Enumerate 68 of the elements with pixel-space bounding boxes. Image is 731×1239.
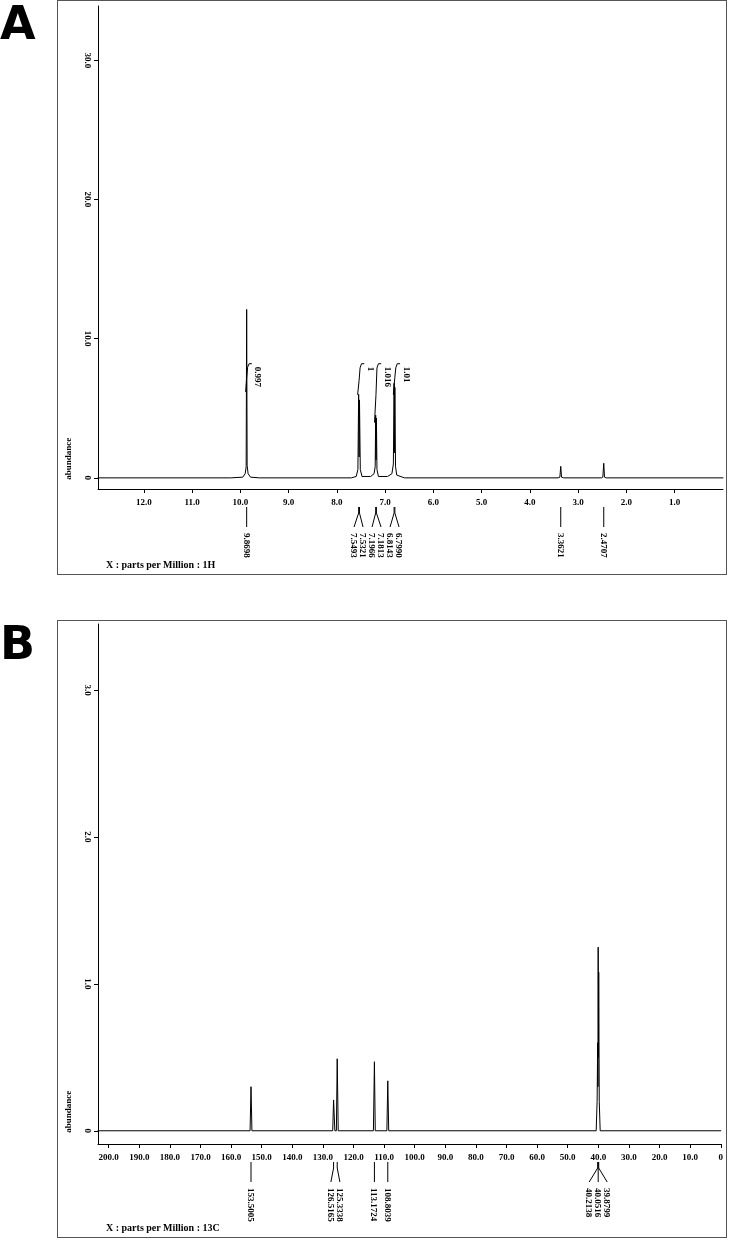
y-tick-label: 30.0 bbox=[82, 52, 93, 69]
x-axis-title: X : parts per Million : 13C bbox=[106, 1222, 220, 1233]
x-tick-label: 170.0 bbox=[190, 1151, 212, 1162]
x-tick-label: 5.0 bbox=[476, 496, 488, 507]
y-tick-label: 3.0 bbox=[82, 684, 93, 697]
x-tick-label: 2.0 bbox=[620, 496, 633, 507]
x-tick-label: 40.0 bbox=[590, 1151, 607, 1162]
y-tick-label: 10.0 bbox=[82, 330, 93, 348]
x-tick-label: 120.0 bbox=[343, 1151, 365, 1162]
y-tick-label: 2.0 bbox=[82, 831, 93, 844]
y-tick-label: 20.0 bbox=[82, 191, 93, 208]
x-tick-label: 8.0 bbox=[331, 496, 344, 507]
x-tick-label: 200.0 bbox=[98, 1151, 120, 1162]
annotation: 6.8143 bbox=[385, 533, 396, 559]
annotation: 6.7990 bbox=[394, 533, 405, 559]
x-axis-title: X : parts per Million : 1H bbox=[106, 559, 216, 570]
annotation: 3.3621 bbox=[555, 533, 566, 559]
annotation: 108.8039 bbox=[382, 1188, 393, 1223]
annotation: 1 bbox=[365, 366, 376, 372]
annotation: 7.5321 bbox=[358, 533, 369, 559]
x-tick-label: 9.0 bbox=[283, 496, 295, 507]
x-tick-label: 190.0 bbox=[129, 1151, 150, 1162]
x-tick-label: 50.0 bbox=[559, 1151, 577, 1162]
x-tick-label: 20.0 bbox=[651, 1151, 668, 1162]
x-tick-label: 1.0 bbox=[669, 496, 681, 507]
x-tick-label: 180.0 bbox=[159, 1151, 181, 1162]
annotation: 40.0516 bbox=[593, 1188, 604, 1218]
y-tick-label: 1.0 bbox=[82, 978, 93, 991]
x-tick-label: 70.0 bbox=[498, 1151, 515, 1162]
annotation: 113.1724 bbox=[369, 1188, 380, 1222]
chart-title: B bbox=[0, 616, 36, 670]
annotation: 125.3338 bbox=[334, 1188, 345, 1223]
x-tick-label: 100.0 bbox=[404, 1151, 426, 1162]
x-tick-label: 80.0 bbox=[468, 1151, 485, 1162]
x-tick-label: 11.0 bbox=[184, 496, 201, 507]
annotation: 7.5493 bbox=[349, 533, 360, 559]
x-tick-label: 140.0 bbox=[282, 1151, 303, 1162]
x-tick-label: 12.0 bbox=[135, 496, 153, 507]
annotation: 7.1813 bbox=[376, 533, 387, 559]
x-tick-label: 10.0 bbox=[682, 1151, 699, 1162]
x-tick-label: 60.0 bbox=[529, 1151, 546, 1162]
y-tick-label: 0 bbox=[82, 475, 93, 481]
x-tick-label: 6.0 bbox=[427, 496, 440, 507]
y-tick-label: 0 bbox=[82, 1128, 93, 1134]
annotation: 1.016 bbox=[382, 366, 393, 388]
x-tick-label: 90.0 bbox=[437, 1151, 454, 1162]
x-tick-label: 0 bbox=[718, 1151, 724, 1162]
annotation: 1.01 bbox=[401, 366, 412, 383]
annotation: 9.8698 bbox=[241, 533, 252, 559]
x-tick-label: 10.0 bbox=[232, 496, 249, 507]
x-tick-label: 110.0 bbox=[374, 1151, 395, 1162]
annotation: 126.5165 bbox=[325, 1188, 336, 1223]
x-tick-label: 160.0 bbox=[220, 1151, 242, 1162]
annotation: 7.1966 bbox=[367, 533, 378, 559]
annotation: 39.8799 bbox=[602, 1188, 613, 1218]
annotation: 153.5005 bbox=[246, 1188, 257, 1223]
x-tick-label: 7.0 bbox=[379, 496, 392, 507]
annotation: 0.997 bbox=[253, 366, 264, 388]
y-axis-title: abundance bbox=[63, 437, 73, 480]
annotation: 2.4707 bbox=[598, 533, 609, 559]
x-tick-label: 130.0 bbox=[312, 1151, 334, 1162]
x-tick-label: 30.0 bbox=[621, 1151, 638, 1162]
x-tick-label: 4.0 bbox=[524, 496, 537, 507]
x-tick-label: 3.0 bbox=[572, 496, 585, 507]
annotation: 40.2138 bbox=[584, 1188, 595, 1218]
y-axis-title: abundance bbox=[63, 1090, 73, 1133]
x-tick-label: 150.0 bbox=[251, 1151, 273, 1162]
chart-title: A bbox=[0, 0, 36, 50]
